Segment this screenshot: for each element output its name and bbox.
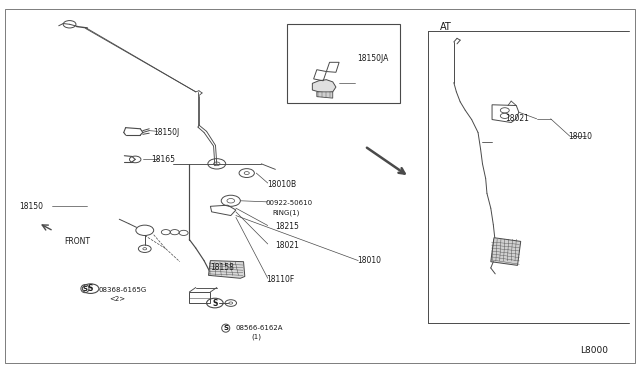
Text: 08368-6165G: 08368-6165G xyxy=(99,287,147,293)
Polygon shape xyxy=(312,80,336,93)
Text: 18010: 18010 xyxy=(357,256,381,265)
Text: S: S xyxy=(223,325,228,331)
Text: 18010B: 18010B xyxy=(267,180,296,189)
Text: S: S xyxy=(88,284,93,293)
Text: 18215: 18215 xyxy=(275,222,300,231)
Text: RING(1): RING(1) xyxy=(272,209,300,216)
Text: 18150J: 18150J xyxy=(153,128,179,137)
Text: 18021: 18021 xyxy=(505,114,529,123)
Text: 00922-50610: 00922-50610 xyxy=(266,200,313,206)
Bar xyxy=(287,23,400,103)
Text: <2>: <2> xyxy=(109,296,126,302)
Text: AT: AT xyxy=(440,22,452,32)
Text: S: S xyxy=(83,286,88,292)
Text: 18110F: 18110F xyxy=(266,275,294,283)
Text: 18021: 18021 xyxy=(275,241,300,250)
Text: 18010: 18010 xyxy=(568,132,593,141)
Polygon shape xyxy=(317,92,333,98)
Polygon shape xyxy=(209,260,245,278)
Text: 18150JA: 18150JA xyxy=(357,54,388,63)
Text: (1): (1) xyxy=(251,333,261,340)
Text: FRONT: FRONT xyxy=(64,237,90,246)
Text: 18165: 18165 xyxy=(151,155,175,164)
Bar xyxy=(166,158,261,284)
Text: 08566-6162A: 08566-6162A xyxy=(236,325,284,331)
Text: S: S xyxy=(212,299,218,308)
Text: 18158: 18158 xyxy=(211,263,234,272)
Text: 18150: 18150 xyxy=(19,202,44,211)
Polygon shape xyxy=(491,238,521,265)
Text: L8000: L8000 xyxy=(580,346,608,355)
